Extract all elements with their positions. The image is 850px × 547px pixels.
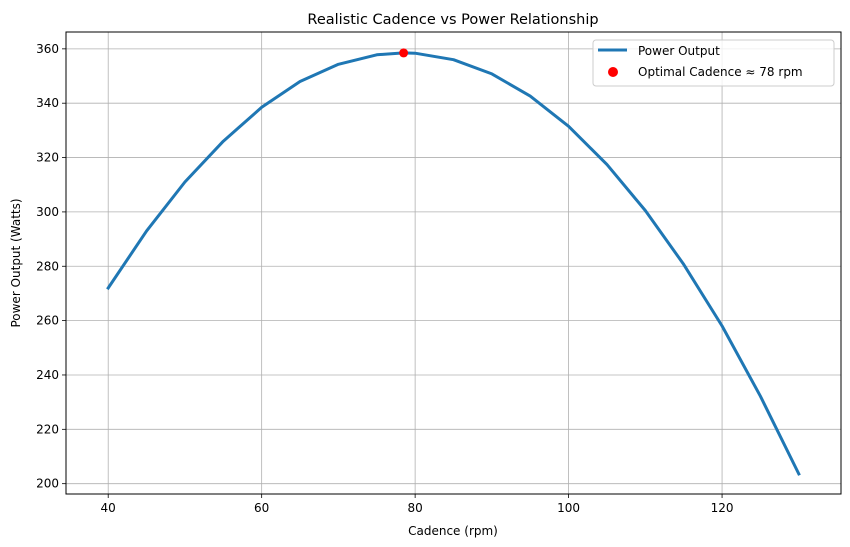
y-tick-label: 240	[36, 368, 59, 382]
legend-item-power-output: Power Output	[638, 44, 720, 58]
grid-lines	[66, 32, 841, 494]
y-tick-label: 260	[36, 314, 59, 328]
y-tick-label: 320	[36, 151, 59, 165]
y-axis-ticks: 200 220 240 260 280 300 320 340 360	[36, 42, 66, 491]
legend-dot-icon	[608, 67, 618, 77]
plot-frame	[65, 31, 842, 495]
optimal-cadence-marker	[399, 48, 409, 58]
legend: Power Output Optimal Cadence ≈ 78 rpm	[592, 39, 835, 87]
y-tick-label: 340	[36, 96, 59, 110]
x-tick-label: 60	[254, 501, 269, 515]
x-tick-label: 120	[711, 501, 734, 515]
y-tick-label: 360	[36, 42, 59, 56]
y-tick-label: 220	[36, 422, 59, 436]
x-tick-label: 100	[557, 501, 580, 515]
x-axis-label: Cadence (rpm)	[408, 524, 498, 538]
chart-title: Realistic Cadence vs Power Relationship	[307, 12, 598, 28]
y-tick-label: 300	[36, 205, 59, 219]
y-tick-label: 200	[36, 477, 59, 491]
y-axis-label: Power Output (Watts)	[9, 198, 23, 327]
power-output-line	[106, 51, 801, 476]
y-tick-label: 280	[36, 259, 59, 273]
x-tick-label: 80	[407, 501, 422, 515]
legend-box	[592, 39, 835, 87]
legend-item-optimal-cadence: Optimal Cadence ≈ 78 rpm	[638, 65, 803, 79]
x-axis-ticks: 40 60 80 100 120	[101, 494, 734, 515]
x-tick-label: 40	[101, 501, 116, 515]
